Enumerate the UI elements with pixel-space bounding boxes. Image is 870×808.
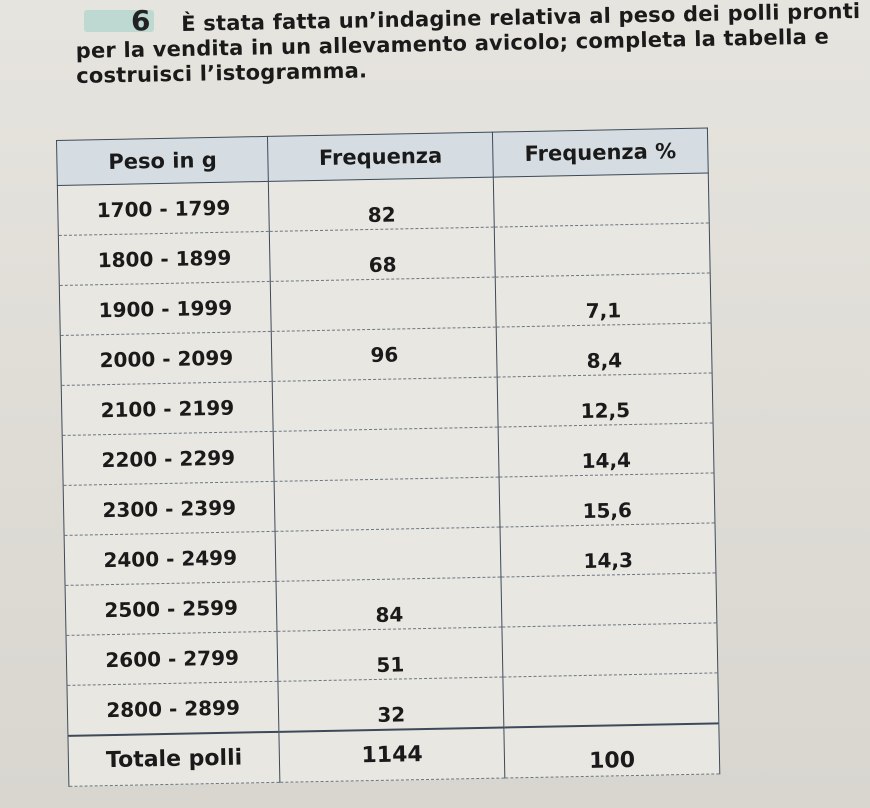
cell-frequenza-percent[interactable] [494,222,711,278]
total-label: Totale polli [67,731,281,787]
cell-frequenza-percent[interactable] [502,622,718,678]
header-frequenza: Frequenza [267,132,494,182]
cell-frequenza-percent[interactable] [493,172,710,228]
cell-frequenza-percent[interactable] [501,572,717,628]
header-frequenza-percent: Frequenza % [492,127,709,178]
total-frequenza: 1144 [279,727,505,783]
cell-peso: 2300 - 2399 [63,481,276,536]
cell-frequenza-percent[interactable]: 12,5 [497,372,714,428]
header-peso: Peso in g [56,136,269,186]
cell-frequenza[interactable]: 51 [277,627,503,682]
cell-peso: 2500 - 2599 [65,581,278,636]
cell-peso: 2100 - 2199 [61,381,274,436]
cell-frequenza[interactable]: 32 [278,677,504,732]
cell-peso: 2800 - 2899 [66,681,280,736]
weight-frequency-table: Peso in g Frequenza Frequenza % 1700 - 1… [56,127,721,787]
cell-peso: 2600 - 2799 [66,631,279,686]
cell-peso: 1900 - 1999 [59,281,272,336]
weight-table-container: Peso in g Frequenza Frequenza % 1700 - 1… [56,127,721,787]
cell-frequenza[interactable] [270,277,497,332]
cell-frequenza[interactable]: 96 [271,327,498,382]
cell-frequenza-percent[interactable]: 7,1 [495,272,712,328]
cell-peso: 1700 - 1799 [57,181,270,236]
cell-peso: 2400 - 2499 [64,531,277,586]
exercise-instruction: È stata fatta un’indagine relativa al pe… [75,0,861,88]
cell-frequenza[interactable] [273,427,500,482]
cell-frequenza[interactable]: 68 [269,227,496,282]
exercise-number: 6 [131,4,151,37]
exercise-number-highlight [84,10,154,32]
cell-frequenza-percent[interactable]: 15,6 [499,472,715,528]
total-frequenza-percent: 100 [503,723,720,778]
cell-frequenza-percent[interactable]: 14,4 [498,422,715,478]
cell-frequenza-percent[interactable] [502,672,719,728]
cell-frequenza[interactable] [272,377,499,432]
cell-peso: 2000 - 2099 [60,331,273,386]
cell-peso: 2200 - 2299 [62,431,275,486]
cell-frequenza[interactable] [274,477,501,532]
cell-frequenza[interactable]: 82 [268,177,495,232]
cell-frequenza[interactable]: 84 [276,577,503,632]
cell-peso: 1800 - 1899 [58,231,271,286]
cell-frequenza-percent[interactable]: 14,3 [500,522,716,578]
cell-frequenza[interactable] [275,527,502,582]
cell-frequenza-percent[interactable]: 8,4 [496,322,713,378]
